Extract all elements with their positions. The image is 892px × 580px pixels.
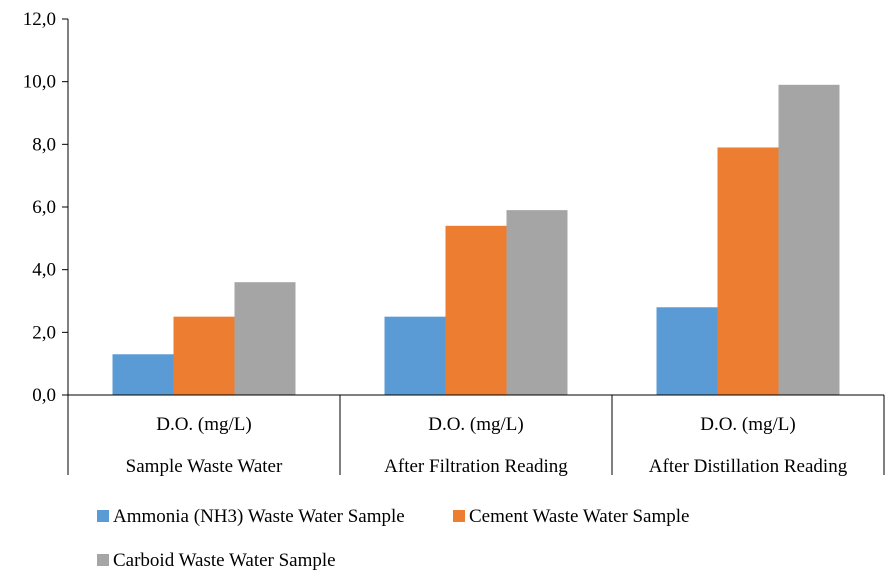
legend: Ammonia (NH3) Waste Water Sample Cement W…	[97, 506, 690, 571]
bar	[384, 316, 446, 395]
category-label-line1: D.O. (mg/L)	[428, 414, 524, 435]
y-tick-label: 10,0	[23, 72, 56, 93]
x-axis: D.O. (mg/L) Sample Waste Water D.O. (mg/L)…	[67, 394, 885, 477]
y-tick-label: 4,0	[32, 260, 56, 281]
category-label-line2: After Distillation Reading	[649, 456, 848, 477]
category-label-line1: D.O. (mg/L)	[156, 414, 252, 435]
bar	[656, 307, 718, 395]
legend-label: Cement Waste Water Sample	[469, 506, 690, 527]
y-axis: 0,0 2,0 4,0 6,0 8,0 10,0 12,0	[23, 9, 69, 406]
bar	[445, 225, 507, 395]
category-label-line1: D.O. (mg/L)	[700, 414, 796, 435]
bar	[234, 282, 296, 395]
bar	[717, 147, 779, 395]
bar	[112, 354, 174, 395]
bar	[778, 84, 840, 396]
legend-swatch	[453, 510, 465, 522]
y-tick-label: 0,0	[32, 385, 56, 406]
legend-swatch	[97, 510, 109, 522]
legend-item: Carboid Waste Water Sample	[97, 550, 336, 571]
y-tick-label: 12,0	[23, 9, 56, 30]
y-tick-label: 8,0	[32, 134, 56, 155]
bar	[506, 210, 568, 395]
bar	[173, 316, 235, 395]
bars-group	[112, 84, 840, 396]
y-tick-label: 2,0	[32, 322, 56, 343]
category-label-line2: After Filtration Reading	[384, 456, 568, 477]
legend-item: Cement Waste Water Sample	[453, 506, 690, 527]
legend-swatch	[97, 554, 109, 566]
y-tick-label: 6,0	[32, 197, 56, 218]
legend-item: Ammonia (NH3) Waste Water Sample	[97, 506, 405, 527]
legend-label: Ammonia (NH3) Waste Water Sample	[113, 506, 405, 527]
category-label-line2: Sample Waste Water	[126, 456, 283, 477]
legend-label: Carboid Waste Water Sample	[113, 550, 336, 571]
